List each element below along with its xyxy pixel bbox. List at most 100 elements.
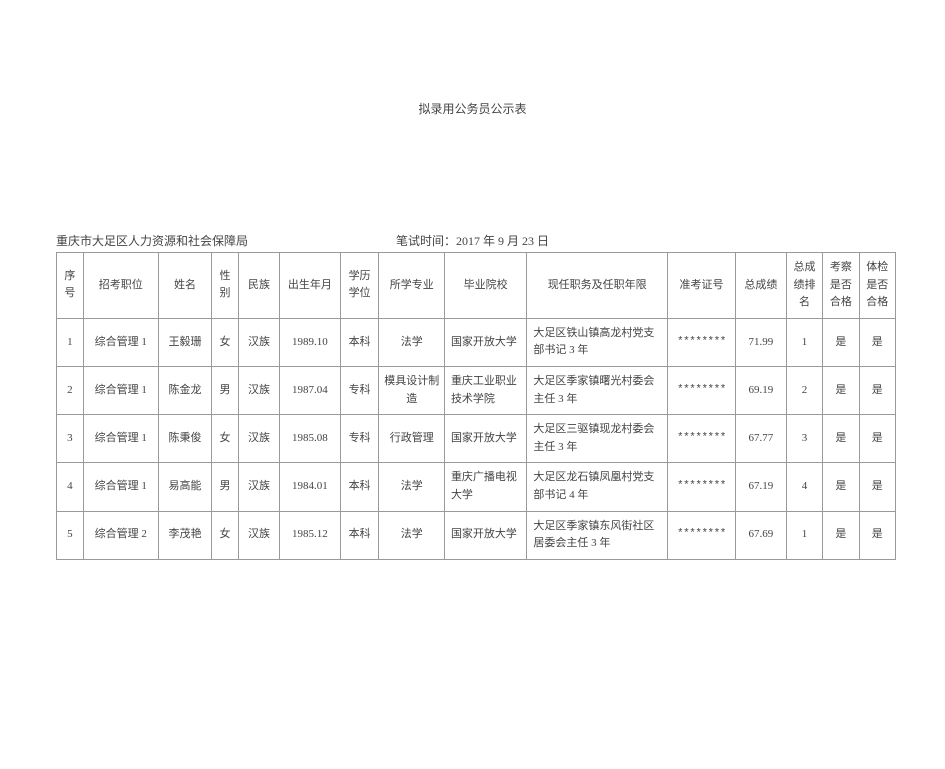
table-head: 序号 招考职位 姓名 性别 民族 出生年月 学历学位 所学专业 毕业院校 现任职… xyxy=(57,253,896,319)
cell-major: 模具设计制造 xyxy=(379,366,444,414)
cell-position: 综合管理 2 xyxy=(83,511,158,559)
th-rank: 总成绩排名 xyxy=(786,253,822,319)
cell-phys: 是 xyxy=(859,318,895,366)
cell-work: 大足区三驱镇现龙村委会主任 3 年 xyxy=(527,415,668,463)
table-row: 1综合管理 1王毅珊女汉族1989.10本科法学国家开放大学大足区铁山镇高龙村党… xyxy=(57,318,896,366)
cell-major: 行政管理 xyxy=(379,415,444,463)
cell-name: 陈金龙 xyxy=(158,366,211,414)
th-ethnicity: 民族 xyxy=(238,253,279,319)
th-major: 所学专业 xyxy=(379,253,444,319)
th-edu: 学历学位 xyxy=(340,253,379,319)
header-row: 序号 招考职位 姓名 性别 民族 出生年月 学历学位 所学专业 毕业院校 现任职… xyxy=(57,253,896,319)
cell-inspect: 是 xyxy=(823,318,859,366)
cell-score: 67.77 xyxy=(735,415,786,463)
cell-dob: 1987.04 xyxy=(280,366,341,414)
table-row: 4综合管理 1易高能男汉族1984.01本科法学重庆广播电视大学大足区龙石镇凤凰… xyxy=(57,463,896,511)
cell-seq: 1 xyxy=(57,318,84,366)
cell-rank: 3 xyxy=(786,415,822,463)
cell-ethnicity: 汉族 xyxy=(238,318,279,366)
cell-score: 67.69 xyxy=(735,511,786,559)
cell-position: 综合管理 1 xyxy=(83,318,158,366)
cell-dob: 1984.01 xyxy=(280,463,341,511)
cell-ethnicity: 汉族 xyxy=(238,511,279,559)
cell-edu: 专科 xyxy=(340,415,379,463)
th-position: 招考职位 xyxy=(83,253,158,319)
cell-score: 69.19 xyxy=(735,366,786,414)
cell-seq: 5 xyxy=(57,511,84,559)
cell-rank: 4 xyxy=(786,463,822,511)
cell-position: 综合管理 1 xyxy=(83,366,158,414)
org-label: 重庆市大足区人力资源和社会保障局 xyxy=(56,232,248,249)
cell-score: 71.99 xyxy=(735,318,786,366)
cell-seq: 2 xyxy=(57,366,84,414)
cell-gender: 男 xyxy=(212,366,239,414)
cell-phys: 是 xyxy=(859,366,895,414)
data-table: 序号 招考职位 姓名 性别 民族 出生年月 学历学位 所学专业 毕业院校 现任职… xyxy=(56,252,896,560)
cell-inspect: 是 xyxy=(823,511,859,559)
cell-school: 国家开放大学 xyxy=(444,511,526,559)
cell-seq: 3 xyxy=(57,415,84,463)
table-row: 3综合管理 1陈秉俊女汉族1985.08专科行政管理国家开放大学大足区三驱镇现龙… xyxy=(57,415,896,463)
cell-examno: ******** xyxy=(668,511,736,559)
cell-work: 大足区铁山镇高龙村党支部书记 3 年 xyxy=(527,318,668,366)
table-row: 2综合管理 1陈金龙男汉族1987.04专科模具设计制造重庆工业职业技术学院大足… xyxy=(57,366,896,414)
cell-school: 重庆广播电视大学 xyxy=(444,463,526,511)
cell-ethnicity: 汉族 xyxy=(238,415,279,463)
cell-examno: ******** xyxy=(668,415,736,463)
th-school: 毕业院校 xyxy=(444,253,526,319)
th-examno: 准考证号 xyxy=(668,253,736,319)
cell-inspect: 是 xyxy=(823,415,859,463)
cell-position: 综合管理 1 xyxy=(83,415,158,463)
cell-phys: 是 xyxy=(859,511,895,559)
cell-major: 法学 xyxy=(379,511,444,559)
cell-school: 国家开放大学 xyxy=(444,415,526,463)
th-gender: 性别 xyxy=(212,253,239,319)
cell-major: 法学 xyxy=(379,318,444,366)
cell-gender: 女 xyxy=(212,415,239,463)
th-work: 现任职务及任职年限 xyxy=(527,253,668,319)
cell-seq: 4 xyxy=(57,463,84,511)
cell-examno: ******** xyxy=(668,463,736,511)
cell-phys: 是 xyxy=(859,463,895,511)
page-title: 拟录用公务员公示表 xyxy=(0,100,945,117)
cell-ethnicity: 汉族 xyxy=(238,366,279,414)
title-block: 拟录用公务员公示表 xyxy=(0,100,945,117)
cell-ethnicity: 汉族 xyxy=(238,463,279,511)
th-dob: 出生年月 xyxy=(280,253,341,319)
cell-rank: 2 xyxy=(786,366,822,414)
cell-edu: 专科 xyxy=(340,366,379,414)
th-seq: 序号 xyxy=(57,253,84,319)
cell-work: 大足区季家镇东风街社区居委会主任 3 年 xyxy=(527,511,668,559)
cell-major: 法学 xyxy=(379,463,444,511)
cell-name: 易高能 xyxy=(158,463,211,511)
cell-inspect: 是 xyxy=(823,366,859,414)
cell-dob: 1985.08 xyxy=(280,415,341,463)
cell-rank: 1 xyxy=(786,318,822,366)
cell-school: 国家开放大学 xyxy=(444,318,526,366)
table-body: 1综合管理 1王毅珊女汉族1989.10本科法学国家开放大学大足区铁山镇高龙村党… xyxy=(57,318,896,559)
cell-work: 大足区龙石镇凤凰村党支部书记 4 年 xyxy=(527,463,668,511)
cell-edu: 本科 xyxy=(340,318,379,366)
cell-dob: 1985.12 xyxy=(280,511,341,559)
cell-position: 综合管理 1 xyxy=(83,463,158,511)
cell-examno: ******** xyxy=(668,366,736,414)
cell-rank: 1 xyxy=(786,511,822,559)
cell-name: 陈秉俊 xyxy=(158,415,211,463)
cell-school: 重庆工业职业技术学院 xyxy=(444,366,526,414)
cell-dob: 1989.10 xyxy=(280,318,341,366)
cell-name: 李茂艳 xyxy=(158,511,211,559)
cell-score: 67.19 xyxy=(735,463,786,511)
exam-time-label: 笔试时间：2017 年 9 月 23 日 xyxy=(396,232,549,249)
table-row: 5综合管理 2李茂艳女汉族1985.12本科法学国家开放大学大足区季家镇东风街社… xyxy=(57,511,896,559)
cell-edu: 本科 xyxy=(340,463,379,511)
th-name: 姓名 xyxy=(158,253,211,319)
cell-inspect: 是 xyxy=(823,463,859,511)
cell-gender: 女 xyxy=(212,511,239,559)
cell-examno: ******** xyxy=(668,318,736,366)
cell-gender: 女 xyxy=(212,318,239,366)
th-inspect: 考察是否合格 xyxy=(823,253,859,319)
cell-phys: 是 xyxy=(859,415,895,463)
th-score: 总成绩 xyxy=(735,253,786,319)
th-phys: 体检是否合格 xyxy=(859,253,895,319)
cell-work: 大足区季家镇曙光村委会主任 3 年 xyxy=(527,366,668,414)
